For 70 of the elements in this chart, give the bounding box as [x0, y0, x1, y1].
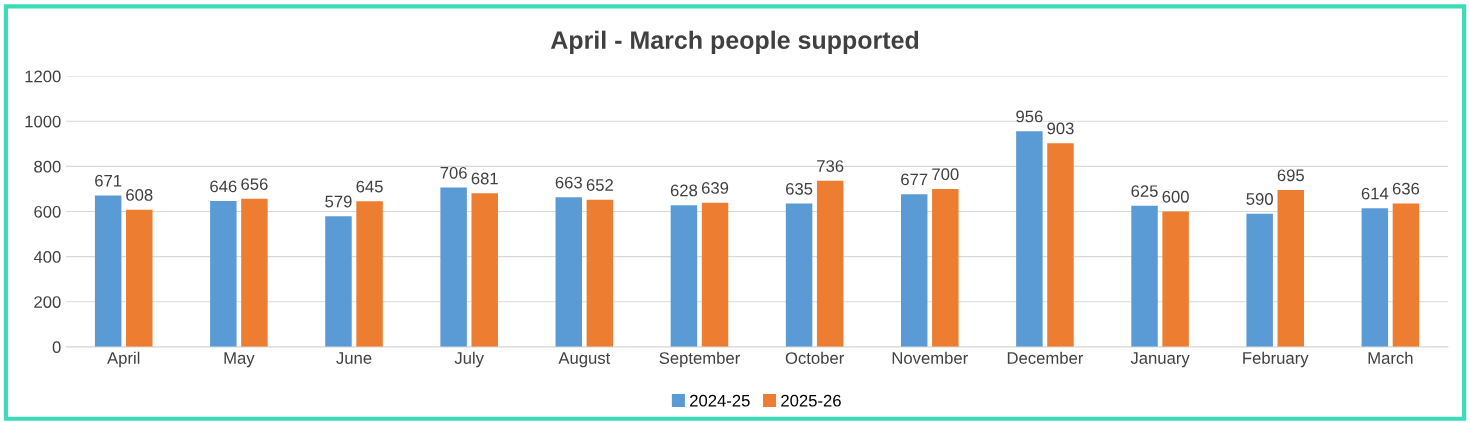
data-label: 695: [1277, 169, 1304, 182]
y-tick-label: 1200: [25, 70, 61, 83]
bar: [471, 193, 498, 347]
bar: [325, 216, 352, 347]
x-tick-label: April: [107, 351, 140, 368]
bar: [94, 195, 122, 347]
data-label: 671: [95, 174, 122, 187]
y-tick-label: 1000: [25, 115, 61, 128]
data-label: 903: [1047, 122, 1074, 135]
data-label: 628: [670, 184, 698, 197]
data-label: 590: [1246, 193, 1273, 205]
bar: [1162, 211, 1189, 347]
y-tick-label: 800: [34, 160, 61, 173]
chart-title: April - March people supported: [550, 30, 919, 54]
data-label: 600: [1162, 190, 1189, 203]
bar: [1361, 208, 1389, 347]
data-label: 663: [555, 176, 582, 189]
bar: [701, 202, 729, 347]
x-tick-label: May: [224, 352, 255, 368]
data-label: 681: [471, 172, 498, 185]
data-label: 706: [440, 166, 467, 179]
bar: [1392, 203, 1420, 347]
data-label: 646: [210, 180, 237, 193]
data-label: 656: [241, 178, 268, 191]
bar: [126, 209, 153, 347]
data-label: 625: [1131, 185, 1158, 198]
bar: [785, 203, 813, 347]
bar: [1047, 143, 1074, 347]
legend-label: 2024-25: [690, 394, 750, 407]
x-tick-label: September: [659, 351, 740, 368]
bar: [1246, 213, 1273, 347]
data-label: 639: [701, 182, 729, 194]
data-label: 636: [1392, 182, 1420, 195]
bar: [241, 198, 268, 347]
bar: [670, 205, 698, 347]
x-tick-label: August: [558, 352, 611, 368]
legend-label: 2025-26: [781, 394, 841, 407]
bar: [900, 194, 928, 347]
y-tick-label: 600: [34, 205, 61, 218]
y-tick-label: 0: [52, 341, 61, 354]
bar: [816, 180, 844, 347]
x-tick-label: January: [1130, 352, 1190, 368]
x-tick-label: December: [1007, 351, 1084, 364]
data-label: 677: [901, 173, 928, 186]
data-label: 736: [817, 160, 844, 172]
data-label: 652: [586, 179, 613, 191]
y-tick-label: 400: [33, 251, 61, 263]
x-tick-label: February: [1243, 351, 1309, 368]
data-label: 645: [356, 180, 383, 193]
x-tick-label: March: [1368, 351, 1413, 364]
bar: [1131, 205, 1158, 347]
bar: [1277, 190, 1305, 347]
bar: [210, 201, 237, 347]
data-label: 579: [325, 195, 352, 208]
data-label: 608: [126, 189, 153, 201]
bar: [555, 197, 583, 347]
bar: [356, 201, 383, 347]
bar: [440, 187, 467, 347]
x-tick-label: July: [454, 351, 484, 368]
x-tick-label: October: [785, 351, 844, 364]
data-label: 635: [786, 182, 813, 195]
x-tick-label: November: [892, 351, 968, 364]
bar: [1016, 131, 1043, 347]
data-label: 614: [1361, 187, 1389, 200]
bar: [586, 199, 614, 347]
bar: [932, 188, 959, 347]
x-tick-label: June: [336, 352, 372, 364]
data-label: 956: [1016, 110, 1043, 123]
y-tick-label: 200: [34, 296, 61, 308]
data-label: 700: [932, 168, 959, 181]
